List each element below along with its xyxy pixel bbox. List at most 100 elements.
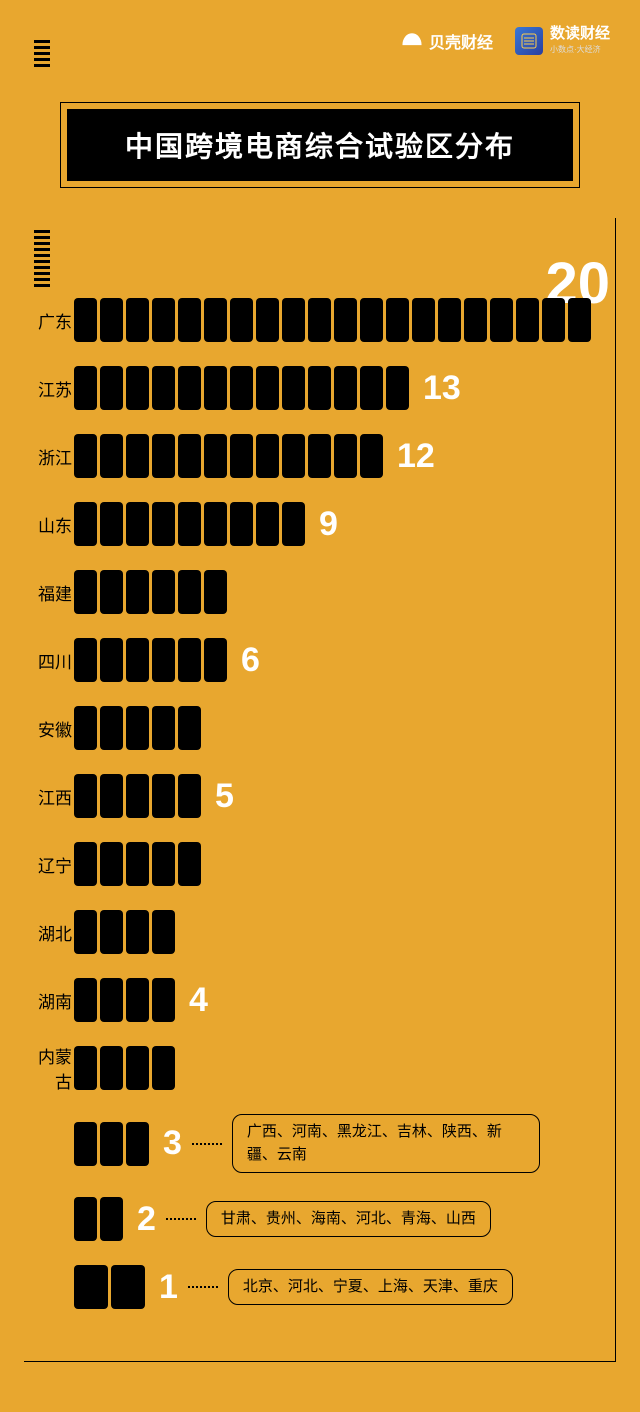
pictogram-block: [152, 638, 175, 682]
pictogram-blocks: [74, 1046, 175, 1090]
chart-row: 广东: [74, 298, 615, 342]
pictogram-block: [100, 502, 123, 546]
chart-row: 四川6: [74, 638, 615, 682]
pictogram-block: [126, 706, 149, 750]
pictogram-block: [152, 706, 175, 750]
pictogram-block: [74, 910, 97, 954]
chart-row: 湖北: [74, 910, 615, 954]
connector-dots: [166, 1218, 196, 1220]
pictogram-block: [178, 842, 201, 886]
pictogram-block: [126, 298, 149, 342]
abacus-icon: [515, 27, 543, 55]
row-label: 辽宁: [24, 852, 72, 877]
pictogram-block: [152, 910, 175, 954]
row-value: 13: [423, 369, 461, 408]
pictogram-block: [178, 638, 201, 682]
pictogram-block: [568, 298, 591, 342]
pictogram-block: [152, 434, 175, 478]
grouped-row: 3广西、河南、黑龙江、吉林、陕西、新疆、云南: [74, 1114, 615, 1173]
pictogram-block: [74, 978, 97, 1022]
pictogram-block: [126, 434, 149, 478]
row-value: 6: [241, 641, 260, 680]
connector-dots: [192, 1143, 222, 1145]
pictogram-block: [204, 434, 227, 478]
pictogram-block: [204, 638, 227, 682]
pictogram-block: [152, 1046, 175, 1090]
connector-dots: [188, 1286, 218, 1288]
pictogram-block: [74, 774, 97, 818]
pictogram-block: [334, 298, 357, 342]
pictogram-block: [438, 298, 461, 342]
pictogram-block: [100, 298, 123, 342]
infographic-canvas: 贝壳财经 数读财经 小数点·大经济 中国跨境电商综合试验区分布 20 广东江苏1…: [0, 0, 640, 1412]
row-value: 2: [137, 1200, 156, 1239]
pictogram-block: [230, 502, 253, 546]
pictogram-block: [74, 842, 97, 886]
chart-row: 辽宁: [74, 842, 615, 886]
pictogram-block: [74, 434, 97, 478]
pictogram-block: [100, 842, 123, 886]
pictogram-block: [126, 910, 149, 954]
row-label: 福建: [24, 580, 72, 605]
pictogram-block: [282, 502, 305, 546]
pictogram-block: [334, 366, 357, 410]
pictogram-block: [360, 434, 383, 478]
pictogram-block: [74, 638, 97, 682]
callout-box: 北京、河北、宁夏、上海、天津、重庆: [228, 1269, 513, 1306]
logo-bar: 贝壳财经 数读财经 小数点·大经济: [401, 26, 610, 55]
pictogram-blocks: [74, 774, 201, 818]
pictogram-block: [282, 298, 305, 342]
pictogram-block: [256, 434, 279, 478]
pictogram-block: [204, 366, 227, 410]
pictogram-block: [74, 366, 97, 410]
pictogram-block: [74, 570, 97, 614]
pictogram-block: [360, 298, 383, 342]
pictogram-block: [230, 366, 253, 410]
pictogram-block: [256, 502, 279, 546]
chart-row: 山东9: [74, 502, 615, 546]
pictogram-blocks: [74, 1197, 123, 1241]
pictogram-block: [152, 774, 175, 818]
logo-beike: 贝壳财经: [401, 29, 493, 53]
row-label: 内蒙古: [24, 1043, 72, 1093]
row-label: 山东: [24, 512, 72, 537]
pictogram-block: [178, 706, 201, 750]
pictogram-block: [74, 1265, 108, 1309]
pictogram-block: [204, 502, 227, 546]
pictogram-block: [74, 1046, 97, 1090]
row-label: 广东: [24, 308, 72, 333]
title-container: 中国跨境电商综合试验区分布: [60, 102, 580, 188]
pictogram-blocks: [74, 434, 383, 478]
pictogram-blocks: [74, 298, 591, 342]
pictogram-block: [542, 298, 565, 342]
pictogram-block: [100, 774, 123, 818]
pictogram-block: [204, 298, 227, 342]
pictogram-block: [100, 638, 123, 682]
pictogram-block: [111, 1265, 145, 1309]
pictogram-block: [152, 298, 175, 342]
row-label: 江西: [24, 784, 72, 809]
pictogram-blocks: [74, 706, 201, 750]
pictogram-block: [386, 298, 409, 342]
pictogram-block: [230, 298, 253, 342]
pictogram-block: [74, 1122, 97, 1166]
pictogram-blocks: [74, 570, 227, 614]
pictogram-block: [74, 298, 97, 342]
pictogram-blocks: [74, 366, 409, 410]
pictogram-block: [282, 366, 305, 410]
grouped-row: 2甘肃、贵州、海南、河北、青海、山西: [74, 1197, 615, 1241]
pictogram-block: [74, 706, 97, 750]
pictogram-block: [308, 366, 331, 410]
pictogram-block: [178, 366, 201, 410]
logo-shudu-sub: 小数点·大经济: [550, 44, 610, 55]
pictogram-block: [386, 366, 409, 410]
row-label: 浙江: [24, 444, 72, 469]
pictogram-block: [100, 1197, 123, 1241]
pictogram-blocks: [74, 910, 175, 954]
pictogram-block: [178, 570, 201, 614]
pictogram-block: [334, 434, 357, 478]
pictogram-blocks: [74, 978, 175, 1022]
row-label: 江苏: [24, 376, 72, 401]
pictogram-block: [308, 434, 331, 478]
pictogram-block: [152, 366, 175, 410]
